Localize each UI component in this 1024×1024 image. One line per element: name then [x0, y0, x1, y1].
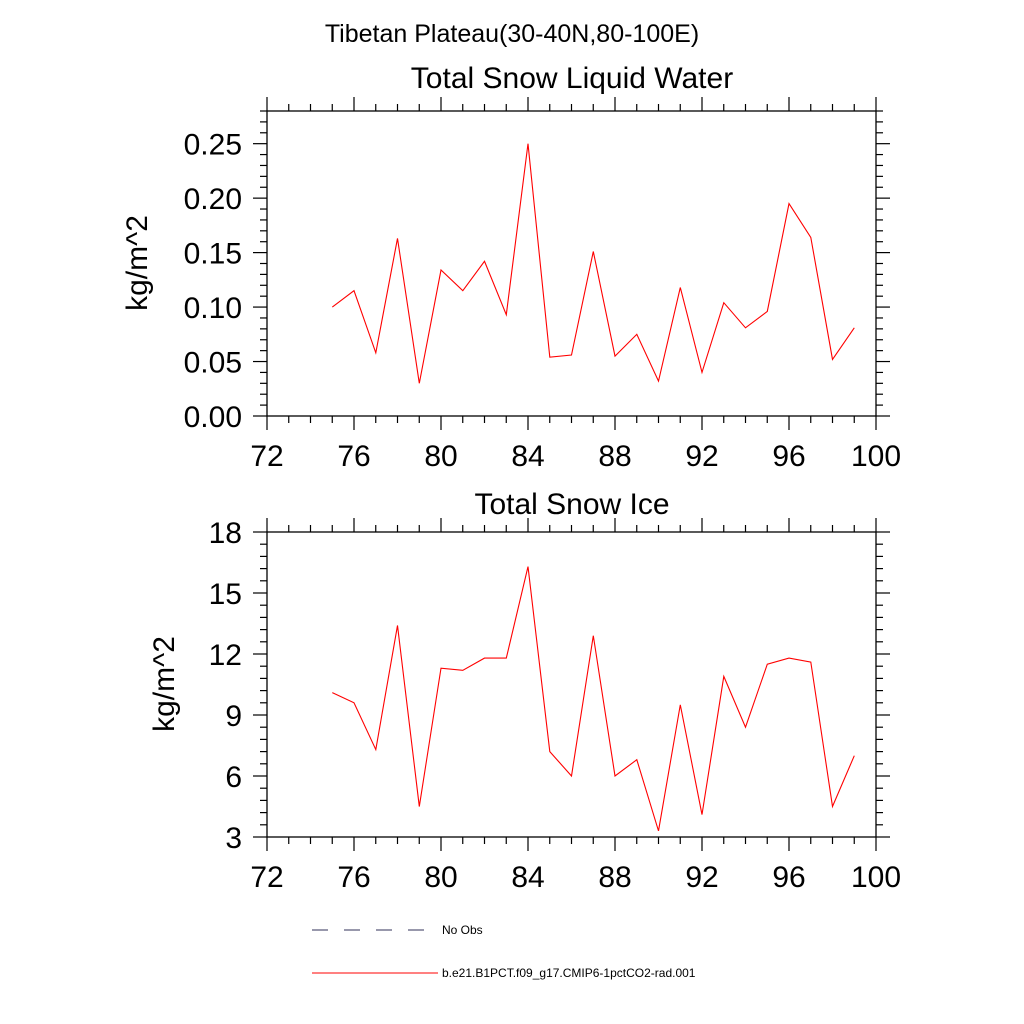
y-tick-label: 12 [209, 639, 242, 672]
chart-1-xtick-labels: 72 76 80 84 88 92 96 100 [250, 440, 901, 473]
chart-1-ylabel: kg/m^2 [121, 215, 154, 311]
series-line [332, 566, 855, 832]
x-tick-label: 84 [511, 440, 544, 473]
x-tick-label: 80 [424, 861, 457, 894]
chart-2-ylabel: kg/m^2 [148, 636, 181, 732]
legend-model-label: b.e21.B1PCT.f09_g17.CMIP6-1pctCO2-rad.00… [442, 966, 696, 980]
y-tick-label: 0.00 [184, 401, 242, 434]
chart-1-title: Total Snow Liquid Water [411, 62, 733, 95]
chart-1-ytick-labels: 0.00 0.05 0.10 0.15 0.20 0.25 [184, 129, 242, 434]
chart-2: Total Snow Ice kg/m^2 3 6 9 12 15 18 72 76 80 84… [148, 488, 901, 894]
x-tick-label: 88 [598, 440, 631, 473]
x-tick-label: 84 [511, 861, 544, 894]
chart-1-ticks [253, 97, 890, 430]
chart-2-plot-frame [266, 531, 877, 838]
y-tick-label: 9 [225, 700, 242, 733]
x-tick-label: 76 [337, 861, 370, 894]
chart-1-series [331, 143, 855, 384]
x-tick-label: 88 [598, 861, 631, 894]
y-tick-label: 0.25 [184, 129, 242, 162]
series-line [331, 143, 855, 384]
x-tick-label: 92 [685, 861, 718, 894]
y-tick-label: 0.10 [184, 292, 242, 325]
x-tick-label: 76 [337, 440, 370, 473]
x-tick-label: 92 [685, 440, 718, 473]
y-tick-label: 15 [209, 578, 242, 611]
y-tick-label: 0.05 [184, 347, 242, 380]
chart-2-series [332, 566, 855, 832]
x-tick-label: 72 [250, 440, 283, 473]
x-tick-label: 100 [851, 440, 901, 473]
y-tick-label: 0.20 [184, 183, 242, 216]
legend: No Obs b.e21.B1PCT.f09_g17.CMIP6-1pctCO2… [312, 923, 696, 980]
x-tick-label: 80 [424, 440, 457, 473]
chart-2-title: Total Snow Ice [474, 488, 669, 521]
chart-2-ytick-labels: 3 6 9 12 15 18 [209, 517, 242, 855]
legend-no-obs-label: No Obs [442, 923, 483, 937]
x-tick-label: 96 [772, 861, 805, 894]
chart-1: Total Snow Liquid Water kg/m^2 0.000.050… [121, 62, 901, 473]
y-tick-label: 3 [225, 822, 242, 855]
chart-2-ticks [253, 518, 890, 851]
page-title: Tibetan Plateau(30-40N,80-100E) [325, 20, 699, 48]
chart-2-xtick-labels: 72 76 80 84 88 92 96 100 [250, 861, 901, 894]
x-tick-label: 100 [851, 861, 901, 894]
x-tick-label: 96 [772, 440, 805, 473]
chart-1-plot-frame [266, 110, 877, 417]
y-tick-label: 18 [209, 517, 242, 550]
y-tick-label: 6 [225, 761, 242, 794]
x-tick-label: 72 [250, 861, 283, 894]
y-tick-label: 0.15 [184, 238, 242, 271]
